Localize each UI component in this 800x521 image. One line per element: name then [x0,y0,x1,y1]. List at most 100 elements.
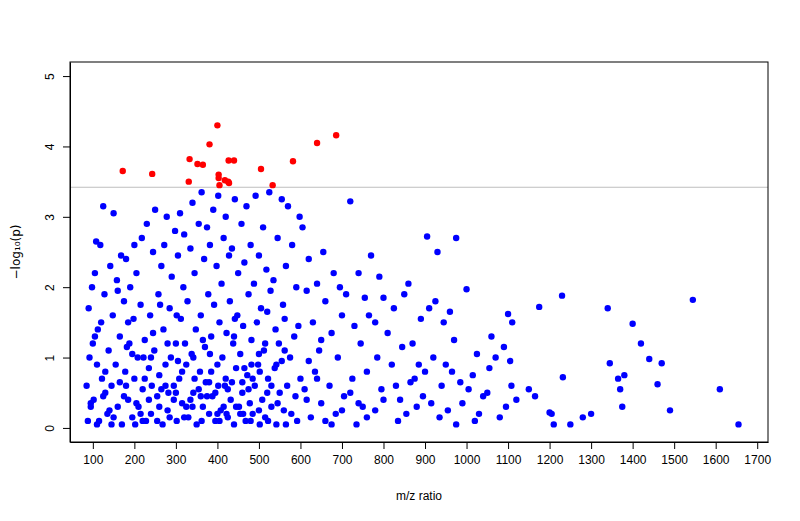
data-point [362,295,368,301]
data-point [409,340,415,346]
y-tick: 0 [43,425,70,432]
data-point [223,375,229,381]
data-point [186,178,192,184]
data-point [168,354,174,360]
data-point [252,193,258,199]
data-point [150,249,156,255]
plot-frame [70,62,768,442]
x-tick-mark [508,442,509,449]
x-tick-label: 300 [166,453,186,467]
data-point [89,284,95,290]
data-point [102,368,108,374]
x-tick: 1600 [703,442,730,467]
y-tick: 2 [43,284,70,291]
data-point [97,242,103,248]
data-point [232,316,238,322]
series-1 [120,122,340,188]
data-point [174,418,180,424]
data-point [257,368,263,374]
data-point [285,203,291,209]
y-tick-mark [63,76,70,77]
data-point [559,292,565,298]
data-point [297,375,303,381]
data-point [173,390,179,396]
data-point [83,383,89,389]
data-point [110,312,116,318]
data-point [306,256,312,262]
data-point [129,414,135,420]
data-point [349,375,355,381]
data-point [308,414,314,420]
data-point [397,397,403,403]
data-point [92,270,98,276]
x-tick: 100 [83,442,103,467]
data-point [205,291,211,297]
data-point [268,404,274,410]
data-point [164,214,170,220]
y-tick: 1 [43,354,70,361]
data-point [181,231,187,237]
data-point [293,284,299,290]
data-point [182,340,188,346]
data-point [312,368,318,374]
data-point [248,337,254,343]
threshold-line [70,187,768,188]
data-point [88,400,94,406]
data-point [264,309,270,315]
data-point [213,263,219,269]
x-tick-label: 1600 [703,453,730,467]
data-point [393,383,399,389]
x-tick-label: 600 [291,453,311,467]
chart-svg: 1002003004005006007008009001000110012001… [0,0,800,521]
data-point [232,196,238,202]
data-point [399,344,405,350]
data-point [252,383,258,389]
data-point [122,368,128,374]
data-point [190,354,196,360]
data-point [164,340,170,346]
data-point [443,361,449,367]
data-point [183,361,189,367]
data-point [492,354,498,360]
x-tick-label: 1200 [537,453,564,467]
y-tick-label: 0 [43,425,57,432]
data-point [150,330,156,336]
data-point [508,383,514,389]
y-axis-line [70,63,71,443]
data-point [347,390,353,396]
data-point [250,375,256,381]
data-point [284,383,290,389]
data-point [166,305,172,311]
data-point [513,397,519,403]
data-point [235,270,241,276]
data-point [436,414,442,420]
x-tick-mark [550,442,551,449]
data-point [223,330,229,336]
data-point [453,421,459,427]
data-point [306,358,312,364]
data-point [156,372,162,378]
data-point [110,414,116,420]
data-point [453,235,459,241]
data-point [171,383,177,389]
x-tick: 1400 [620,442,647,467]
data-point [247,242,253,248]
data-point [355,270,361,276]
x-tick: 900 [416,442,436,467]
data-point [214,122,220,128]
data-point [247,418,253,424]
data-point [189,404,195,410]
data-point [201,256,207,262]
data-point [567,421,573,427]
data-point [223,214,229,220]
data-point [617,386,623,392]
data-point [146,365,152,371]
data-point [372,319,378,325]
data-point [476,411,482,417]
data-point [380,295,386,301]
data-point [169,273,175,279]
data-point [391,305,397,311]
data-point [207,242,213,248]
data-point [551,421,557,427]
data-point [127,284,133,290]
